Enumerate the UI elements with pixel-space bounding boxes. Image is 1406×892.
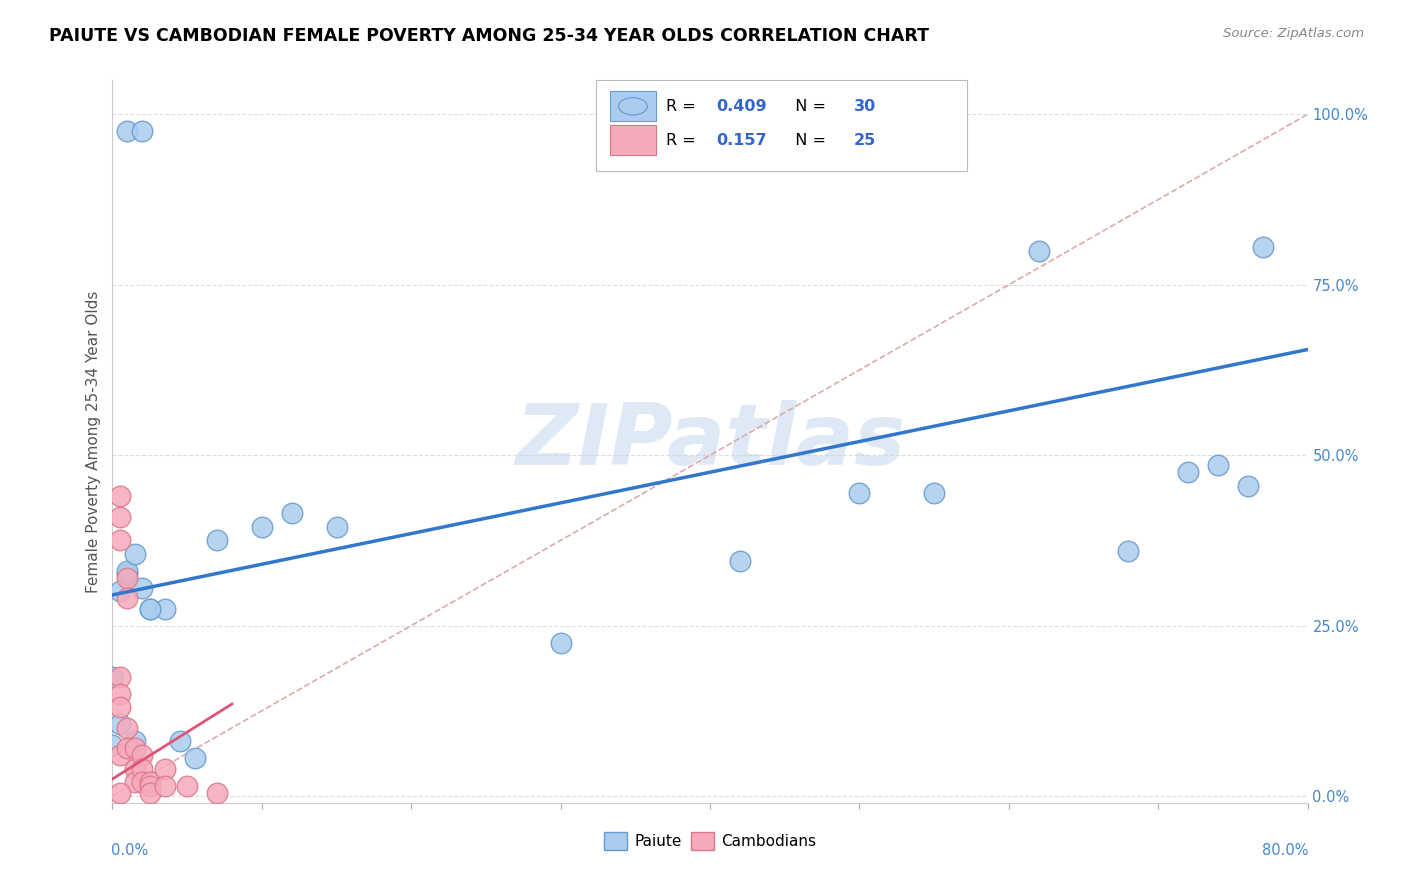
Point <box>205 533 228 548</box>
Y-axis label: Female Poverty Among 25-34 Year Olds: Female Poverty Among 25-34 Year Olds <box>86 291 101 592</box>
Point <box>153 601 176 615</box>
Text: Source: ZipAtlas.com: Source: ZipAtlas.com <box>1223 27 1364 40</box>
Text: 25: 25 <box>853 133 876 148</box>
Point <box>183 751 205 765</box>
Point <box>131 775 153 789</box>
Point <box>325 520 347 534</box>
Point <box>131 581 153 595</box>
Point <box>131 124 153 138</box>
Legend: Paiute, Cambodians: Paiute, Cambodians <box>598 826 823 856</box>
Point <box>108 748 131 763</box>
Text: R =: R = <box>666 99 700 114</box>
Point <box>728 554 751 568</box>
Point <box>205 786 228 800</box>
Point <box>108 489 131 503</box>
Point <box>1237 479 1260 493</box>
Point <box>108 717 131 731</box>
Point <box>117 741 139 756</box>
Point <box>124 741 146 756</box>
Point <box>139 779 162 793</box>
Point <box>124 547 146 561</box>
Text: N =: N = <box>786 99 831 114</box>
Circle shape <box>619 97 647 115</box>
Point <box>139 775 162 789</box>
Text: 0.0%: 0.0% <box>111 843 149 857</box>
Point <box>108 509 131 524</box>
Point <box>139 601 162 615</box>
Point <box>101 670 124 684</box>
FancyBboxPatch shape <box>610 91 657 121</box>
Point <box>1028 244 1050 258</box>
Point <box>922 485 945 500</box>
Point <box>108 533 131 548</box>
Point <box>169 734 191 748</box>
Point <box>108 786 131 800</box>
Point <box>108 700 131 714</box>
Point <box>108 584 131 599</box>
Point <box>848 485 870 500</box>
Point <box>1177 465 1199 479</box>
Point <box>117 721 139 735</box>
Point <box>153 762 176 776</box>
Point <box>117 564 139 578</box>
Point <box>124 775 146 789</box>
Text: PAIUTE VS CAMBODIAN FEMALE POVERTY AMONG 25-34 YEAR OLDS CORRELATION CHART: PAIUTE VS CAMBODIAN FEMALE POVERTY AMONG… <box>49 27 929 45</box>
Point <box>124 734 146 748</box>
Point <box>131 762 153 776</box>
Point <box>139 786 162 800</box>
Point <box>1251 240 1274 254</box>
Text: 0.409: 0.409 <box>716 99 766 114</box>
Point <box>153 779 176 793</box>
Text: R =: R = <box>666 133 706 148</box>
Point <box>117 567 139 582</box>
FancyBboxPatch shape <box>596 80 967 170</box>
Text: 0.157: 0.157 <box>716 133 766 148</box>
Point <box>550 635 572 649</box>
Point <box>108 670 131 684</box>
Point <box>281 506 304 520</box>
Point <box>101 738 124 752</box>
Point <box>1118 543 1140 558</box>
Point <box>139 601 162 615</box>
Text: ZIPatlas: ZIPatlas <box>515 400 905 483</box>
Point <box>1206 458 1229 473</box>
Point <box>131 748 153 763</box>
Point <box>117 591 139 606</box>
Text: N =: N = <box>786 133 831 148</box>
Point <box>176 779 198 793</box>
Point <box>117 124 139 138</box>
Text: 30: 30 <box>853 99 876 114</box>
Point <box>250 520 273 534</box>
Point <box>108 687 131 701</box>
Point <box>117 571 139 585</box>
FancyBboxPatch shape <box>610 125 657 155</box>
Point <box>124 762 146 776</box>
Text: 80.0%: 80.0% <box>1263 843 1309 857</box>
